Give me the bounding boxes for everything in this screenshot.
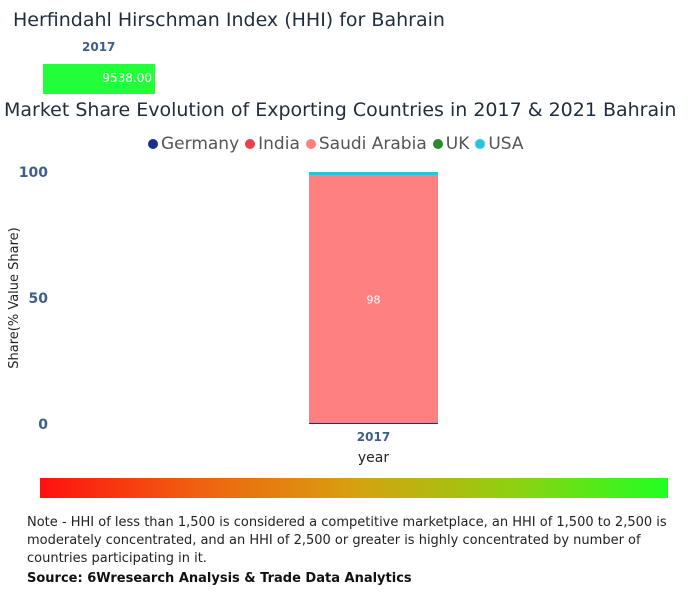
hhi-scale-gradient xyxy=(40,478,668,498)
legend-marker xyxy=(432,139,443,149)
legend-marker xyxy=(245,139,256,149)
legend-marker xyxy=(475,139,486,149)
chart-legend: Germany India Saudi Arabia UK USA xyxy=(148,134,524,154)
hhi-value-bar: 9538.00 xyxy=(43,64,155,94)
hhi-title: Herfindahl Hirschman Index (HHI) for Bah… xyxy=(13,9,445,31)
legend-item-germany: Germany xyxy=(148,134,239,154)
legend-marker xyxy=(305,139,316,149)
legend-label: Germany xyxy=(161,134,240,154)
legend-item-uk: UK xyxy=(432,134,470,154)
legend-marker xyxy=(148,139,158,149)
y-tick-label: 100 xyxy=(19,165,48,181)
y-tick-label: 0 xyxy=(38,417,48,433)
hhi-note: Note - HHI of less than 1,500 is conside… xyxy=(27,515,667,566)
x-axis-label: year xyxy=(358,450,389,466)
hhi-value-label: 9538.00 xyxy=(102,71,152,85)
legend-item-saudi-arabia: Saudi Arabia xyxy=(305,134,427,154)
chart-title: Market Share Evolution of Exporting Coun… xyxy=(4,99,677,121)
legend-label: India xyxy=(258,134,300,154)
bar-usa-2017 xyxy=(309,172,438,176)
x-tick-label: 2017 xyxy=(357,430,390,444)
hhi-year-label: 2017 xyxy=(82,40,116,54)
stacked-bar-chart: 0 50 100 Share(% Value Share) 2017 98 year xyxy=(7,165,438,466)
legend-item-usa: USA xyxy=(475,134,524,154)
bar-germany-2017 xyxy=(309,422,438,424)
data-label: 98 xyxy=(367,293,381,306)
legend-label: UK xyxy=(445,134,470,154)
legend-label: Saudi Arabia xyxy=(318,134,427,154)
source-credit: Source: 6Wresearch Analysis & Trade Data… xyxy=(27,571,412,586)
legend-item-india: India xyxy=(245,134,300,154)
y-axis-label: Share(% Value Share) xyxy=(7,227,22,369)
bar-saudi-arabia-2017 xyxy=(309,175,438,423)
y-tick-label: 50 xyxy=(29,291,49,307)
legend-label: USA xyxy=(488,134,524,154)
